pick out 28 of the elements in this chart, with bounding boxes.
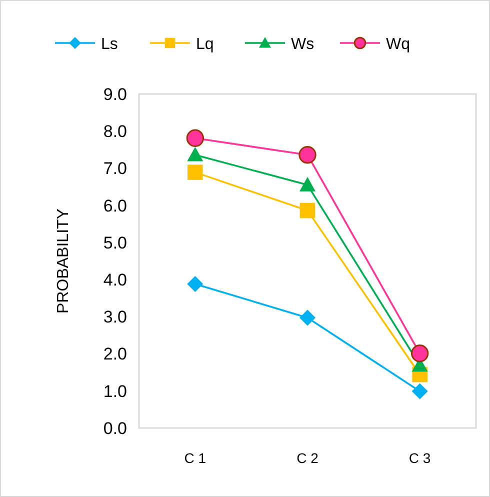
y-tick-label: 4.0 (103, 270, 127, 290)
point (186, 129, 204, 148)
x-tick-label: C 1 (184, 450, 206, 466)
legend-label: Ls (101, 36, 118, 53)
legend-label: Ws (291, 36, 314, 53)
point (300, 310, 316, 326)
x-tick-label: C 2 (296, 450, 319, 466)
y-tick-label: 2.0 (103, 344, 127, 364)
y-tick-label: 1.0 (103, 382, 127, 401)
legend-label: Lq (196, 36, 214, 53)
y-tick-label: 0.0 (103, 418, 127, 438)
y-tick-label: 5.0 (103, 233, 127, 252)
y-tick-label: 6.0 (103, 196, 127, 216)
y-tick-label: 7.0 (103, 159, 127, 178)
y-tick-label: 8.0 (103, 122, 127, 142)
x-tick-label: C 3 (408, 450, 431, 466)
point (412, 383, 428, 400)
point (300, 176, 316, 192)
point (188, 164, 203, 180)
legend-label: Wq (386, 36, 410, 53)
y-axis-title: PROBABILITY (55, 208, 72, 314)
point (187, 146, 204, 162)
point (187, 276, 204, 292)
point (298, 146, 316, 164)
point (300, 202, 316, 218)
point (410, 344, 429, 362)
y-tick-label: 3.0 (103, 308, 127, 327)
y-tick-label: 9.0 (103, 84, 127, 104)
